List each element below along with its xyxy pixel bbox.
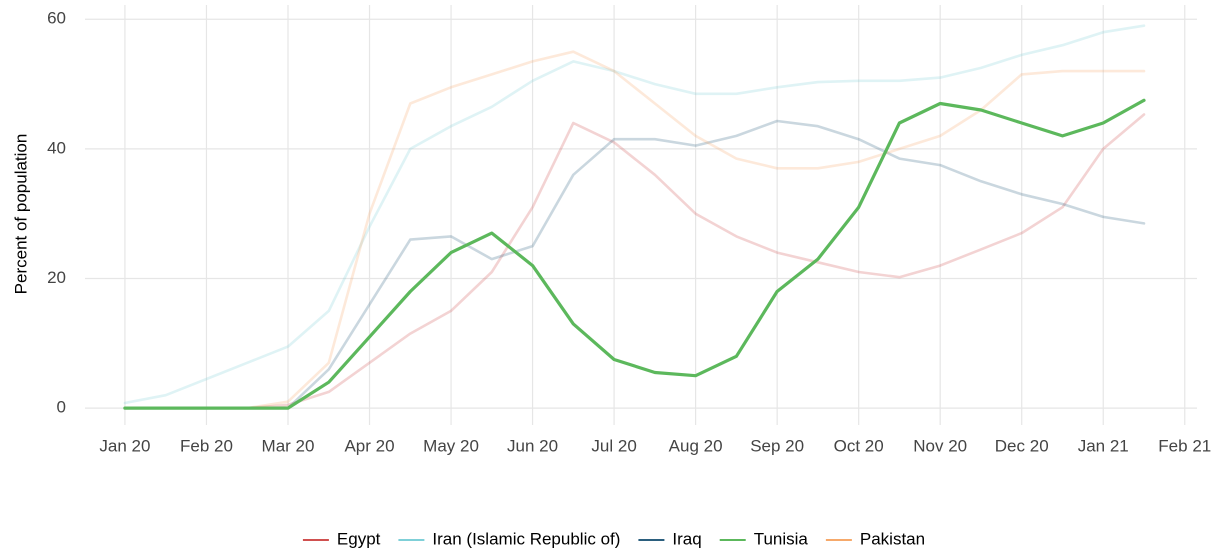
x-tick-label: Jan 21 bbox=[1078, 436, 1129, 455]
x-tick-label: Oct 20 bbox=[834, 436, 884, 455]
x-tick-label: Feb 21 bbox=[1158, 436, 1211, 455]
series-line bbox=[123, 113, 1146, 410]
y-axis-label: Percent of population bbox=[11, 134, 30, 295]
legend-label: Iran (Islamic Republic of) bbox=[432, 529, 620, 548]
legend-label: Egypt bbox=[337, 529, 381, 548]
x-tick-label: Jun 20 bbox=[507, 436, 558, 455]
legend-label: Iraq bbox=[672, 529, 701, 548]
legend: Egypt Iran (Islamic Republic of) Iraq Tunis… bbox=[302, 529, 925, 548]
x-tick-label: Dec 20 bbox=[995, 436, 1049, 455]
legend-label: Tunisia bbox=[754, 529, 809, 548]
y-tick-label: 40 bbox=[47, 138, 66, 157]
series-line bbox=[123, 98, 1146, 410]
x-tick-label: Nov 20 bbox=[913, 436, 967, 455]
y-tick-label: 20 bbox=[47, 268, 66, 287]
y-tick-label: 60 bbox=[47, 9, 66, 28]
x-tick-label: Apr 20 bbox=[344, 436, 394, 455]
series-line bbox=[123, 50, 1146, 410]
x-tick-label: Jan 20 bbox=[99, 436, 150, 455]
x-tick-label: Feb 20 bbox=[180, 436, 233, 455]
x-tick-label: Jul 20 bbox=[591, 436, 636, 455]
x-tick-label: May 20 bbox=[423, 436, 479, 455]
series-line bbox=[123, 119, 1146, 410]
legend-label: Pakistan bbox=[860, 529, 925, 548]
x-tick-label: Aug 20 bbox=[669, 436, 723, 455]
x-tick-label: Sep 20 bbox=[750, 436, 804, 455]
x-tick-label: Mar 20 bbox=[262, 436, 315, 455]
series-line bbox=[123, 24, 1146, 405]
y-tick-label: 0 bbox=[57, 398, 66, 417]
